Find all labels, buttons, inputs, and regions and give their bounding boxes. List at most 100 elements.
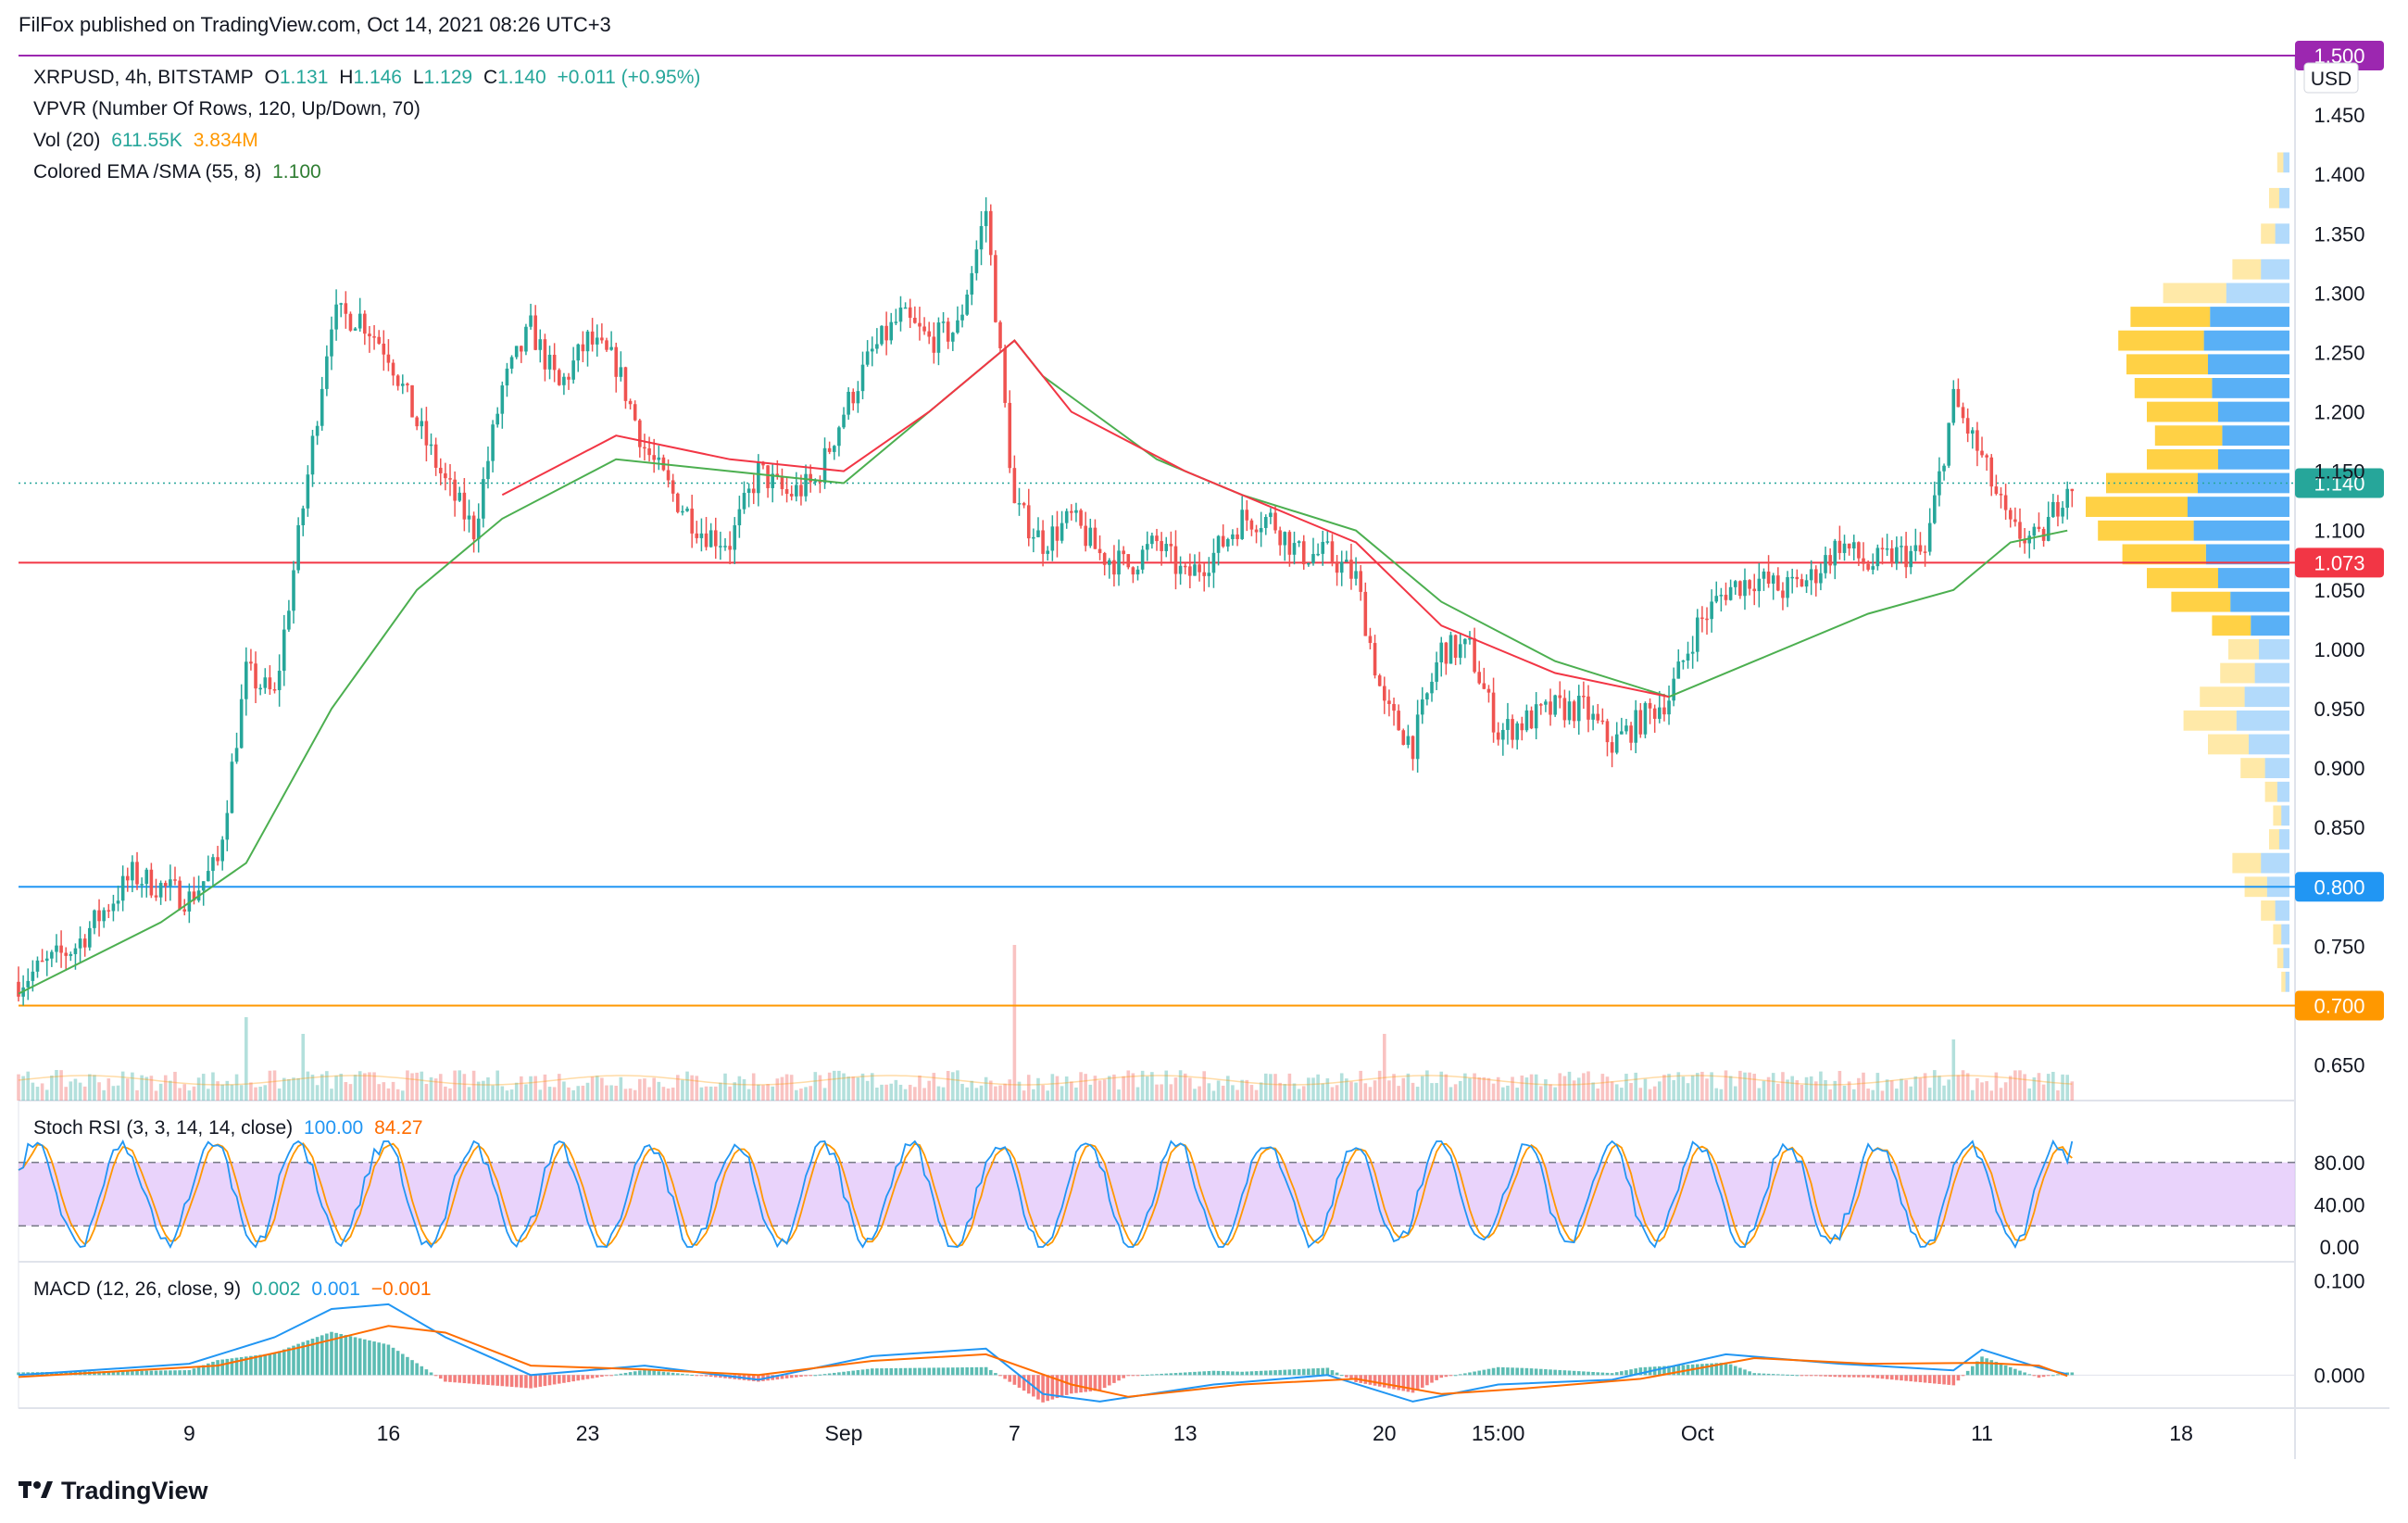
volume-bar (1582, 1073, 1586, 1101)
volume-bar (1970, 1089, 1975, 1101)
volume-bar (1439, 1071, 1444, 1101)
candle-body (433, 444, 438, 468)
candle-body (1804, 580, 1809, 587)
candle-body (310, 435, 315, 475)
vpvr-legend[interactable]: VPVR (Number Of Rows, 120, Up/Down, 70) (33, 98, 426, 120)
volume-bar (187, 1090, 192, 1101)
macd-histogram-bar (903, 1367, 908, 1376)
volume-bar (1097, 1080, 1102, 1101)
volume-bar (111, 1086, 116, 1101)
macd-histogram-bar (913, 1367, 917, 1376)
symbol-legend: XRPUSD, 4h, BITSTAMP O1.131 H1.146 L1.12… (33, 67, 706, 89)
volume-bar (1506, 1085, 1510, 1101)
macd-histogram-bar (1809, 1375, 1813, 1377)
macd-histogram-bar (922, 1367, 926, 1376)
candle-body (258, 687, 262, 690)
macd-legend[interactable]: MACD (12, 26, close, 9) 0.002 0.001 −0.0… (33, 1278, 437, 1301)
candle-body (1150, 535, 1154, 545)
candle-body (605, 340, 608, 350)
volume-bar (1226, 1076, 1230, 1101)
candle-body (1207, 573, 1211, 576)
symbol-name[interactable]: XRPUSD, 4h, BITSTAMP (33, 67, 254, 88)
macd-histogram-bar (1927, 1375, 1932, 1384)
macd-histogram-bar (363, 1339, 367, 1376)
candle-body (453, 479, 457, 501)
macd-histogram-bar (960, 1367, 964, 1376)
candle-body (1097, 548, 1102, 554)
volume-bar (55, 1070, 58, 1101)
stoch-rsi-legend[interactable]: Stoch RSI (3, 3, 14, 14, close) 100.00 8… (33, 1117, 429, 1139)
volume-bar (1923, 1073, 1927, 1101)
macd-histogram-bar (400, 1353, 405, 1376)
volume-bar (216, 1081, 219, 1101)
macd-histogram-bar (1245, 1371, 1249, 1376)
candle-body (1857, 542, 1861, 559)
candle-body (1652, 708, 1657, 719)
candle-body (728, 546, 732, 550)
volume-bar (1202, 1071, 1207, 1101)
candle-body (666, 470, 671, 481)
candle-body (158, 883, 163, 898)
macd-histogram-bar (1506, 1367, 1510, 1376)
macd-histogram-bar (1605, 1372, 1610, 1376)
volume-bar (988, 1080, 993, 1101)
volume-bar (1325, 1078, 1330, 1101)
candle-body (652, 455, 656, 460)
macd-histogram-bar (1880, 1375, 1885, 1379)
volume-bar (1795, 1080, 1800, 1101)
candle-body (903, 307, 908, 309)
candle-body (884, 325, 888, 341)
ema-legend[interactable]: Colored EMA /SMA (55, 8) 1.100 (33, 161, 327, 183)
macd-histogram-bar (1093, 1375, 1097, 1391)
candle-body (1287, 532, 1292, 555)
vpvr-down-bar (2232, 852, 2262, 874)
stoch-tick-label: 80.00 (2314, 1152, 2364, 1175)
volume-value: 611.55K (111, 130, 182, 151)
candle-body (822, 447, 827, 483)
macd-histogram-bar (1933, 1375, 1937, 1384)
candle-body (125, 875, 130, 881)
volume-bar (1415, 1087, 1420, 1101)
price-tick-label: 0.650 (2314, 1054, 2364, 1077)
candle-body (562, 376, 566, 385)
macd-histogram-bar (998, 1375, 1002, 1377)
candle-body (1800, 579, 1804, 587)
candle-body (1658, 707, 1662, 719)
volume-bar (1235, 1089, 1239, 1101)
candle-body (951, 333, 955, 342)
candle-body (1183, 565, 1187, 568)
candle-body (377, 336, 381, 344)
macd-histogram-bar (368, 1340, 371, 1376)
macd-histogram-bar (1468, 1372, 1472, 1376)
volume-bar (1652, 1086, 1657, 1101)
candle-body (600, 337, 604, 341)
candle-body (2003, 495, 2008, 510)
volume-bar (1249, 1085, 1254, 1101)
volume-bar (1496, 1076, 1500, 1101)
macd-histogram-bar (1486, 1368, 1491, 1376)
volume-bar (880, 1084, 884, 1101)
candle-body (216, 857, 219, 862)
candle-body (1862, 558, 1865, 564)
candle-body (93, 910, 96, 928)
candle-body (131, 862, 134, 881)
volume-legend[interactable]: Vol (20) 611.55K 3.834M (33, 130, 264, 152)
macd-histogram-bar (1377, 1375, 1382, 1387)
candle-body (509, 357, 514, 369)
candle-body (1837, 540, 1842, 553)
candle-body (1473, 638, 1476, 673)
candle-body (31, 971, 35, 981)
candle-body (2027, 535, 2032, 544)
candle-body (1676, 661, 1681, 679)
tradingview-brand[interactable]: TradingView (19, 1477, 208, 1506)
candle-body (1847, 543, 1851, 549)
candle-body (438, 467, 443, 473)
volume-bar (424, 1084, 429, 1101)
volume-bar (1994, 1072, 1999, 1101)
candle-body (804, 473, 808, 497)
macd-histogram-bar (1828, 1375, 1832, 1377)
candle-body (482, 479, 485, 519)
candle-body (851, 391, 856, 404)
volume-bar (827, 1072, 832, 1101)
